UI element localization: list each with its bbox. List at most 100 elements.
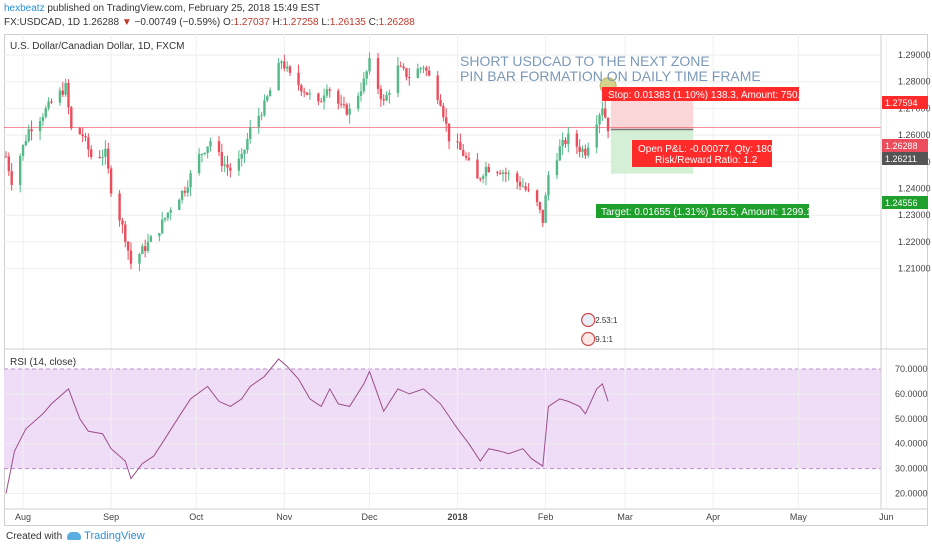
target-price-text: 1.24556 (885, 198, 918, 208)
candle-body (575, 133, 579, 147)
candle-body (64, 82, 67, 95)
candlestick-series (4, 52, 610, 272)
candle-body (479, 178, 482, 180)
candle-body (518, 181, 522, 187)
candle-body (436, 75, 439, 100)
candle-body (38, 120, 42, 132)
candle-body (567, 133, 570, 145)
stop-label: Stop: 0.01383 (1.10%) 138.3, Amount: 750… (608, 90, 812, 101)
candle-body (337, 90, 340, 104)
candle-body (561, 139, 564, 147)
time-tick-label: Aug (15, 512, 31, 522)
price-tick-label: 1.21000 (898, 264, 931, 274)
candle-body (382, 99, 385, 101)
event-badge (581, 312, 596, 328)
candle-body (405, 68, 408, 78)
candle-body (558, 146, 561, 161)
event-label: 9.1:1 (595, 335, 613, 344)
close-label: C: (368, 17, 379, 28)
ca-flag-icon[interactable]: 9.1:1 (581, 331, 614, 347)
rsi-line (5, 358, 609, 494)
candle-body (70, 107, 73, 129)
candle-body (356, 95, 360, 109)
low-label: L: (321, 17, 330, 28)
candle-body (90, 149, 93, 157)
event-label: 2.53:1 (595, 316, 618, 325)
candle-body (81, 134, 84, 137)
candle-body (595, 124, 598, 148)
candle-body (422, 67, 425, 69)
candle-body (237, 158, 241, 171)
candle-body (402, 66, 405, 69)
candle-body (467, 157, 471, 160)
candle-body (209, 141, 212, 147)
candle-body (445, 117, 448, 124)
price-tick-label: 1.28000 (898, 77, 931, 87)
candle-body (587, 147, 590, 156)
candle-body (229, 167, 232, 171)
event-markers[interactable]: 2.53:1 9.1:1 (581, 312, 618, 347)
candle-body (21, 144, 25, 157)
candle-body (280, 61, 283, 63)
candle-body (339, 103, 343, 105)
candle-body (277, 62, 280, 91)
candle-body (601, 108, 604, 116)
time-tick-label: Dec (362, 512, 379, 522)
candle-body (107, 148, 110, 169)
rsi-tick-label: 70.0000 (895, 364, 928, 374)
publish-header: hexbeatz published on TradingView.com, F… (4, 3, 320, 14)
candle-body (104, 148, 107, 157)
candle-body (564, 139, 567, 145)
candle-body (200, 153, 204, 155)
stop-price-text: 1.27594 (885, 98, 918, 108)
candle-body (206, 146, 209, 153)
time-tick-label: Mar (617, 512, 633, 522)
candle-body (30, 129, 33, 132)
candle-body (524, 186, 527, 190)
event-badge (581, 331, 596, 347)
annotation-line-1[interactable]: SHORT USDCAD TO THE NEXT ZONE (460, 53, 710, 69)
candle-body (368, 58, 371, 72)
candle-body (305, 92, 309, 95)
candle-body (419, 68, 422, 70)
rsi-axis: 70.0000 60.0000 50.0000 40.0000 30.0000 20.00… (895, 364, 928, 499)
candle-body (7, 156, 11, 172)
candle-body (547, 175, 550, 196)
stop-price-tag (882, 96, 928, 109)
price-tick-label: 1.22000 (898, 237, 931, 247)
entry-price-tag (882, 152, 928, 165)
candle-body (169, 210, 172, 213)
candle-body (487, 166, 490, 173)
candle-body (484, 166, 488, 177)
us-flag-icon[interactable]: 2.53:1 (581, 312, 618, 328)
annotation-line-2[interactable]: PIN BAR FORMATION ON DAILY TIME FRAME (460, 68, 761, 84)
candle-body (263, 100, 266, 116)
rsi-title: RSI (14, close) (10, 357, 76, 368)
candle-body (50, 101, 53, 103)
candle-body (297, 72, 300, 86)
candle-body (308, 93, 312, 95)
brand-text: TradingView (84, 530, 145, 542)
time-tick-label: Nov (276, 512, 293, 522)
author-link[interactable]: hexbeatz (4, 3, 45, 14)
price-tick-label: 1.26000 (898, 130, 931, 140)
rsi-tick-label: 30.0000 (895, 464, 928, 474)
candle-body (220, 152, 224, 166)
rsi-tick-label: 60.0000 (895, 389, 928, 399)
candle-body (462, 149, 465, 156)
candle-body (217, 141, 221, 153)
candle-body (180, 190, 184, 200)
target-label-box (596, 204, 809, 218)
candle-body (189, 173, 192, 188)
candle-body (303, 91, 306, 93)
candle-body (246, 138, 249, 150)
candle-body (581, 148, 584, 152)
candle-body (578, 146, 581, 152)
tradingview-logo[interactable]: TradingView (67, 530, 145, 542)
change-arrow-icon: ▼ (121, 17, 132, 28)
candle-body (58, 90, 62, 103)
candle-body (288, 66, 292, 73)
candle-body (476, 159, 479, 179)
candle-body (496, 172, 499, 174)
